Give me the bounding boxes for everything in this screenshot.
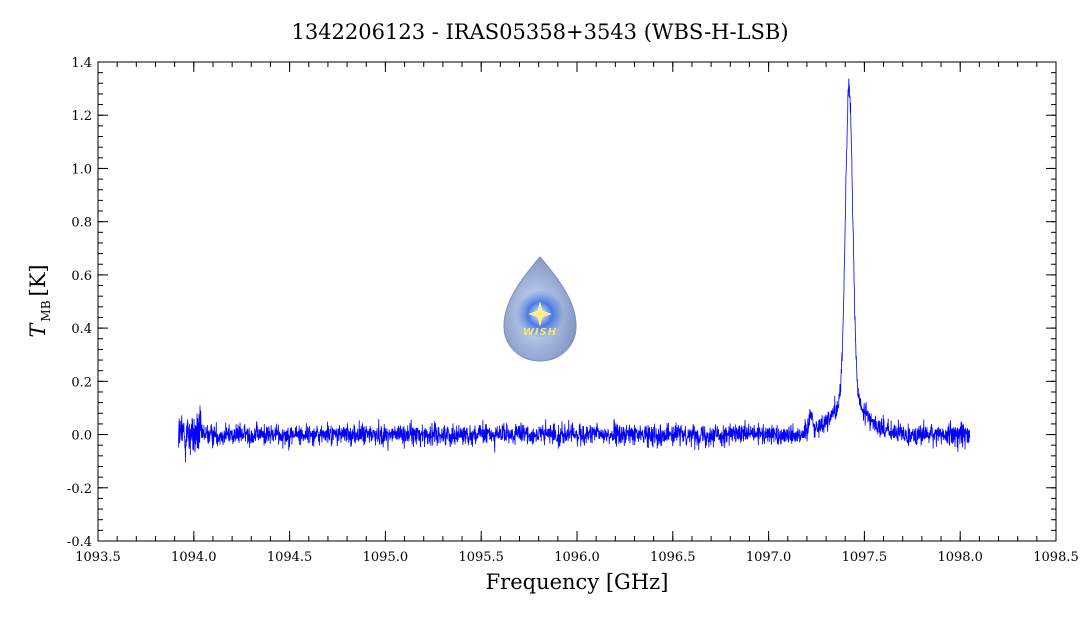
y-tick-label: -0.2 bbox=[67, 482, 92, 497]
y-tick-label: 1.4 bbox=[71, 56, 92, 71]
star-icon bbox=[528, 301, 552, 327]
wish-logo: WISH bbox=[503, 256, 577, 362]
minor-ticks bbox=[97, 61, 1057, 542]
x-tick-label: 1094.0 bbox=[171, 550, 217, 565]
x-tick-label: 1094.5 bbox=[267, 550, 313, 565]
y-tick-label: 0.4 bbox=[71, 322, 92, 337]
x-tick-label: 1095.0 bbox=[363, 550, 409, 565]
x-tick-label: 1096.0 bbox=[554, 550, 600, 565]
x-tick-label: 1095.5 bbox=[458, 550, 504, 565]
y-axis-label-subscript: MB bbox=[39, 300, 53, 321]
x-tick-label: 1098.5 bbox=[1033, 550, 1079, 565]
x-axis-ticks: 1093.5 1094.0 1094.5 1095.0 1095.5 1096.0 1096… bbox=[75, 62, 1079, 565]
y-tick-label: 1.2 bbox=[71, 109, 92, 124]
wish-logo-text: WISH bbox=[523, 327, 557, 338]
y-tick-label: -0.4 bbox=[67, 535, 92, 550]
x-tick-label: 1093.5 bbox=[75, 550, 121, 565]
svg-text:TMB[K]: TMB [K] bbox=[26, 264, 53, 337]
series-layer bbox=[178, 78, 971, 463]
x-tick-label: 1096.5 bbox=[650, 550, 696, 565]
x-tick-label: 1098.0 bbox=[937, 550, 983, 565]
y-tick-label: 0.6 bbox=[71, 269, 92, 284]
y-axis-label: TMB [K] bbox=[26, 264, 53, 337]
chart-title: 1342206123 - IRAS05358+3543 (WBS-H-LSB) bbox=[291, 20, 788, 44]
spectrum-line bbox=[178, 78, 971, 463]
plot-frame bbox=[97, 61, 1057, 542]
y-tick-label: 0.8 bbox=[71, 216, 92, 231]
y-tick-label: 1.0 bbox=[71, 162, 92, 177]
y-axis-ticks: -0.4 -0.2 0.0 0.2 0.4 0.6 0.8 1.0 1.2 1.4 bbox=[67, 56, 1056, 550]
y-axis-label-main: T bbox=[26, 322, 50, 338]
y-axis-label-unit: [K] bbox=[26, 264, 50, 296]
y-tick-label: 0.0 bbox=[71, 429, 92, 444]
x-tick-label: 1097.0 bbox=[746, 550, 792, 565]
x-tick-label: 1097.5 bbox=[842, 550, 888, 565]
x-axis-label: Frequency [GHz] bbox=[486, 570, 669, 594]
y-tick-label: 0.2 bbox=[71, 375, 92, 390]
